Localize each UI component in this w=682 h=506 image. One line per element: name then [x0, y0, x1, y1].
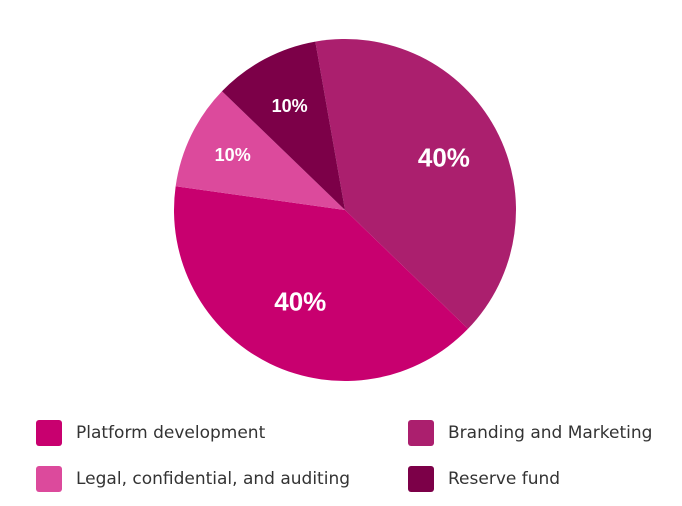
- pie-slice-value-label: 40%: [274, 287, 326, 317]
- legend-item-legal-confidential-auditing: Legal, confidential, and auditing: [36, 464, 350, 494]
- pie-slice-value-label: 10%: [272, 96, 308, 116]
- pie-slice-branding-and-marketing: [315, 39, 517, 329]
- legend-label: Legal, confidential, and auditing: [76, 469, 351, 489]
- chart-legend: Platform development Branding and Market…: [0, 410, 682, 500]
- pie-slice-reserve-fund: [221, 41, 345, 210]
- pie-slice-value-label: 10%: [215, 145, 251, 165]
- legend-label: Platform development: [76, 423, 266, 443]
- pie-slice-legal-confidential-and-auditing: [175, 91, 345, 210]
- legend-swatch: [408, 420, 434, 446]
- legend-label: Reserve fund: [448, 469, 561, 489]
- pie-chart: 40% 40% 10% 10%: [173, 39, 517, 382]
- legend-swatch: [36, 420, 62, 446]
- legend-item-branding-and-marketing: Branding and Marketing: [408, 418, 652, 448]
- pie-slices: [173, 39, 517, 382]
- legend-item-reserve-fund: Reserve fund: [408, 464, 560, 494]
- pie-slice-value-label: 40%: [418, 142, 470, 172]
- legend-item-platform-development: Platform development: [36, 418, 265, 448]
- pie-slice-platform-development: [173, 186, 469, 382]
- legend-swatch: [36, 466, 62, 492]
- legend-swatch: [408, 466, 434, 492]
- legend-label: Branding and Marketing: [448, 423, 653, 443]
- pie-slice-labels: 40% 40% 10% 10%: [215, 96, 470, 317]
